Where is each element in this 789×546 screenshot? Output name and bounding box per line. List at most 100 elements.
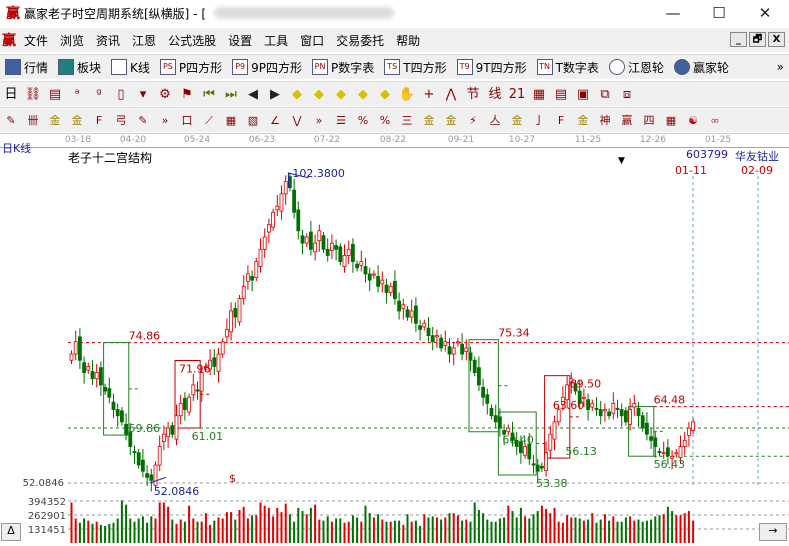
toolbar2-icon-2[interactable]: ᵃ: [74, 86, 80, 102]
toolbar3-icon-27[interactable]: 神: [599, 113, 611, 127]
toolbar-button-7[interactable]: T9 9T四方形: [456, 59, 527, 76]
menu-item-9[interactable]: 帮助: [396, 33, 421, 48]
volume-bar: [162, 502, 165, 543]
menu-item-8[interactable]: 交易委托: [336, 33, 385, 48]
toolbar3-icon-17[interactable]: %: [379, 113, 391, 127]
toolbar3-icon-31[interactable]: ☯: [688, 113, 698, 127]
toolbar2-icon-27[interactable]: ⧈: [622, 86, 632, 102]
toolbar2-icon-0[interactable]: ⛓: [24, 86, 42, 102]
toolbar3-icon-7[interactable]: »: [161, 113, 169, 127]
toolbar-button-10[interactable]: 赢家轮: [673, 59, 729, 76]
toolbar-button-3[interactable]: PS P四方形: [159, 59, 222, 76]
mdi-minimize-button[interactable]: _: [730, 32, 747, 47]
toolbar3-icon-1[interactable]: 卌: [27, 113, 39, 127]
kline-chart[interactable]: 日K线 老子十二宫结构 ▼ 603799 华友钴业 01-11 02-09 $ …: [0, 142, 789, 546]
toolbar3-icon-26[interactable]: 金: [577, 113, 589, 127]
toolbar3-icon-10[interactable]: ▦: [225, 113, 237, 127]
toolbar3-icon-2[interactable]: 金: [49, 113, 61, 127]
toolbar3-icon-19[interactable]: 金: [423, 113, 435, 127]
toolbar3-icon-4[interactable]: F: [95, 113, 103, 127]
scroll-right-button[interactable]: →: [759, 523, 787, 541]
toolbar3-icon-22[interactable]: 亼: [489, 113, 501, 127]
toolbar2-icon-13[interactable]: ◆: [314, 86, 324, 102]
toolbar3-icon-8[interactable]: 口: [181, 113, 193, 127]
toolbar3-icon-0[interactable]: ✎: [6, 113, 16, 127]
toolbar-button-2[interactable]: K线: [111, 59, 150, 76]
toolbar2-icon-16[interactable]: ◆: [380, 86, 390, 102]
toolbar2-icon-6[interactable]: ⚙: [159, 86, 171, 102]
toolbar-button-5[interactable]: PN P数字表: [312, 59, 374, 76]
toolbar-button-0[interactable]: 行情: [5, 59, 48, 76]
toolbar3-icon-32[interactable]: ∞: [710, 113, 720, 127]
toolbar3-icon-28[interactable]: 赢: [621, 113, 633, 127]
toolbar2-icon-25[interactable]: ▣: [576, 86, 590, 102]
period-select[interactable]: 日: [4, 86, 18, 102]
toolbar-button-8[interactable]: TN T数字表: [536, 59, 599, 76]
menu-item-3[interactable]: 江恩: [132, 33, 157, 48]
toolbar2-icon-10[interactable]: ◀: [248, 86, 258, 102]
menu-item-4[interactable]: 公式选股: [168, 33, 217, 48]
candle: [69, 350, 74, 364]
toolbar3-icon-18[interactable]: 三: [401, 113, 413, 127]
toolbar2-icon-14[interactable]: ◆: [336, 86, 346, 102]
toolbar-button-9[interactable]: 江恩轮: [608, 59, 664, 76]
expand-button[interactable]: Δ: [1, 523, 21, 541]
toolbar-button-6[interactable]: TS T四方形: [384, 59, 447, 76]
toolbar3-icon-15[interactable]: ☰: [336, 113, 346, 127]
toolbar3-icon-13[interactable]: ⋁: [292, 113, 302, 127]
toolbar-button-4[interactable]: P9 9P四方形: [232, 59, 302, 76]
toolbar3-icon-30[interactable]: ▦: [665, 113, 677, 127]
toolbar3-icon-6[interactable]: ✎: [138, 113, 148, 127]
maximize-button[interactable]: ☐: [712, 4, 726, 22]
toolbar-button-1[interactable]: 板块: [58, 59, 101, 76]
toolbar2-icon-23[interactable]: ▦: [532, 86, 546, 102]
toolbar2-icon-3[interactable]: ᵍ: [96, 86, 102, 102]
toolbar3-icon-14[interactable]: »: [315, 113, 323, 127]
toolbar2-icon-1[interactable]: ▤: [48, 86, 62, 102]
toolbar2-icon-20[interactable]: 节: [466, 86, 480, 102]
toolbar2-icon-5[interactable]: ▾: [139, 86, 147, 102]
toolbar2-icon-12[interactable]: ◆: [292, 86, 302, 102]
volume-bar: [246, 518, 249, 543]
menu-item-7[interactable]: 窗口: [300, 33, 325, 48]
dropdown-marker[interactable]: ▼: [618, 156, 625, 166]
toolbar2-icon-8[interactable]: ⏮: [203, 86, 215, 102]
toolbar3-icon-29[interactable]: 四: [643, 113, 655, 127]
close-button[interactable]: ✕: [758, 4, 772, 22]
menu-item-6[interactable]: 工具: [264, 33, 289, 48]
mdi-close-button[interactable]: X: [768, 32, 785, 47]
toolbar3-icon-23[interactable]: 金: [511, 113, 523, 127]
toolbar2-icon-21[interactable]: 线: [488, 86, 502, 102]
toolbar3-icon-12[interactable]: ∠: [270, 113, 280, 127]
toolbar2-icon-22[interactable]: 21: [508, 86, 526, 102]
menu-item-0[interactable]: 文件: [24, 33, 49, 48]
toolbar3-icon-5[interactable]: 弓: [115, 113, 127, 127]
toolbar3-icon-21[interactable]: ⚡: [469, 113, 477, 127]
toolbar2-icon-24[interactable]: ▤: [554, 86, 568, 102]
toolbar2-icon-11[interactable]: ▶: [270, 86, 280, 102]
toolbar2-icon-18[interactable]: +: [423, 86, 435, 102]
minimize-button[interactable]: —: [665, 4, 681, 22]
toolbar2-icon-19[interactable]: ⋀: [445, 86, 457, 102]
toolbar2-icon-17[interactable]: ✋: [398, 86, 416, 102]
menu-item-2[interactable]: 资讯: [96, 33, 121, 48]
toolbar3-icon-25[interactable]: F: [557, 113, 565, 127]
toolbar-more-button[interactable]: »: [776, 60, 784, 74]
date-marker-b: 02-09: [741, 164, 773, 177]
toolbar3-icon-11[interactable]: ▧: [247, 113, 259, 127]
menu-item-1[interactable]: 浏览: [60, 33, 85, 48]
toolbar2-icon-4[interactable]: ▯: [117, 86, 125, 102]
toolbar3-icon-16[interactable]: %: [357, 113, 369, 127]
toolbar3-icon-3[interactable]: 金: [71, 113, 83, 127]
menu-item-5[interactable]: 设置: [228, 33, 253, 48]
volume-bar: [511, 511, 514, 543]
mdi-restore-button[interactable]: 🗗: [749, 32, 766, 47]
candle: [413, 297, 418, 332]
toolbar3-icon-24[interactable]: 亅: [533, 113, 545, 127]
toolbar2-icon-15[interactable]: ◆: [358, 86, 368, 102]
toolbar3-icon-20[interactable]: 金: [445, 113, 457, 127]
toolbar2-icon-7[interactable]: ⚑: [181, 86, 193, 102]
toolbar3-icon-9[interactable]: ⟋: [205, 113, 213, 127]
toolbar2-icon-9[interactable]: ⏭: [225, 86, 237, 102]
toolbar2-icon-26[interactable]: ⧉: [600, 86, 610, 102]
